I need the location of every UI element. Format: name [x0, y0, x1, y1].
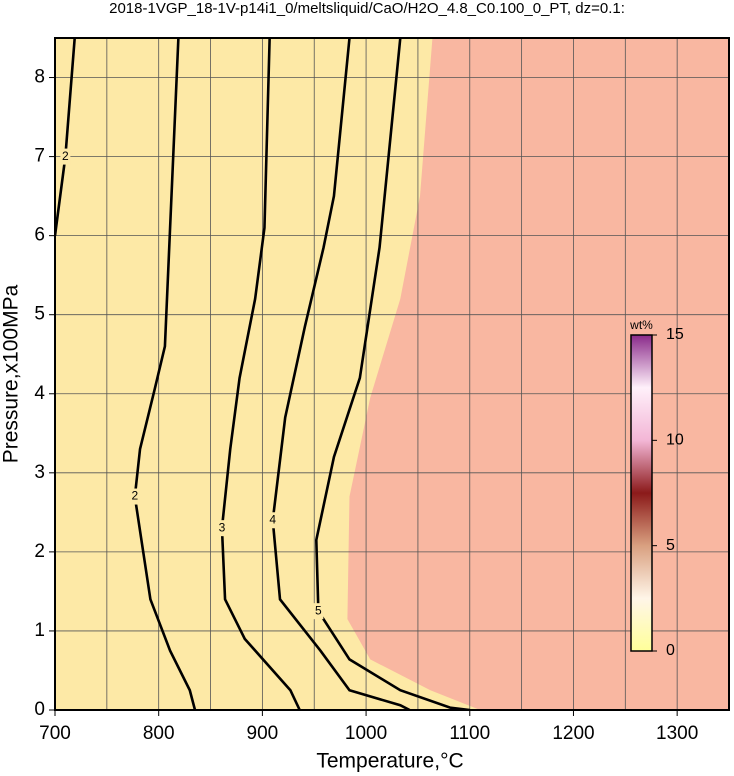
y-tick-label: 5	[34, 304, 45, 325]
plot-area: 2 2 3 4 5	[55, 38, 729, 710]
contour-label: 5	[315, 603, 322, 617]
contour-line	[220, 38, 301, 710]
contour-label: 2	[131, 489, 138, 503]
contour-label: 3	[219, 520, 226, 534]
colorbar-label: wt%	[629, 318, 653, 332]
y-tick-label: 0	[34, 699, 45, 720]
y-tick-label: 3	[34, 462, 45, 483]
colorbar-tick-label: 10	[666, 432, 684, 449]
x-tick-label: 1100	[449, 723, 490, 744]
contour-label: 2	[62, 149, 69, 163]
y-tick-label: 1	[34, 620, 45, 641]
y-axis-label: Pressure,x100MPa	[0, 284, 23, 463]
y-tick-label: 8	[34, 67, 45, 88]
colorbar-tick-label: 5	[666, 537, 675, 554]
y-tick-label: 2	[34, 541, 45, 562]
contour-label-bg	[216, 520, 227, 537]
y-tick-label: 4	[34, 383, 45, 404]
x-tick-label: 1200	[552, 723, 594, 744]
y-tick-label: 7	[34, 146, 45, 167]
contour-label-bg	[60, 148, 71, 165]
contour-label-bg	[129, 488, 140, 505]
plot-frame	[54, 37, 730, 711]
x-axis-label: Temperature,°C	[316, 750, 463, 773]
y-tick-label: 6	[34, 225, 45, 246]
colorbar-tick-label: 15	[666, 326, 684, 343]
x-tick-label: 1300	[656, 723, 698, 744]
colorbar-tick-label: 0	[666, 642, 675, 659]
x-tick-label: 800	[143, 723, 175, 744]
x-tick-label: 700	[39, 723, 71, 744]
contour-label-bg	[267, 512, 278, 529]
x-tick-label: 1000	[345, 723, 387, 744]
colorbar	[630, 334, 653, 652]
x-tick-label: 900	[247, 723, 279, 744]
contour-label-bg	[313, 603, 324, 620]
contour-label: 4	[269, 512, 276, 526]
contour-line	[315, 38, 470, 710]
chart-title: 2018-1VGP_18-1V-p14i1_0/meltsliquid/CaO/…	[109, 0, 625, 17]
